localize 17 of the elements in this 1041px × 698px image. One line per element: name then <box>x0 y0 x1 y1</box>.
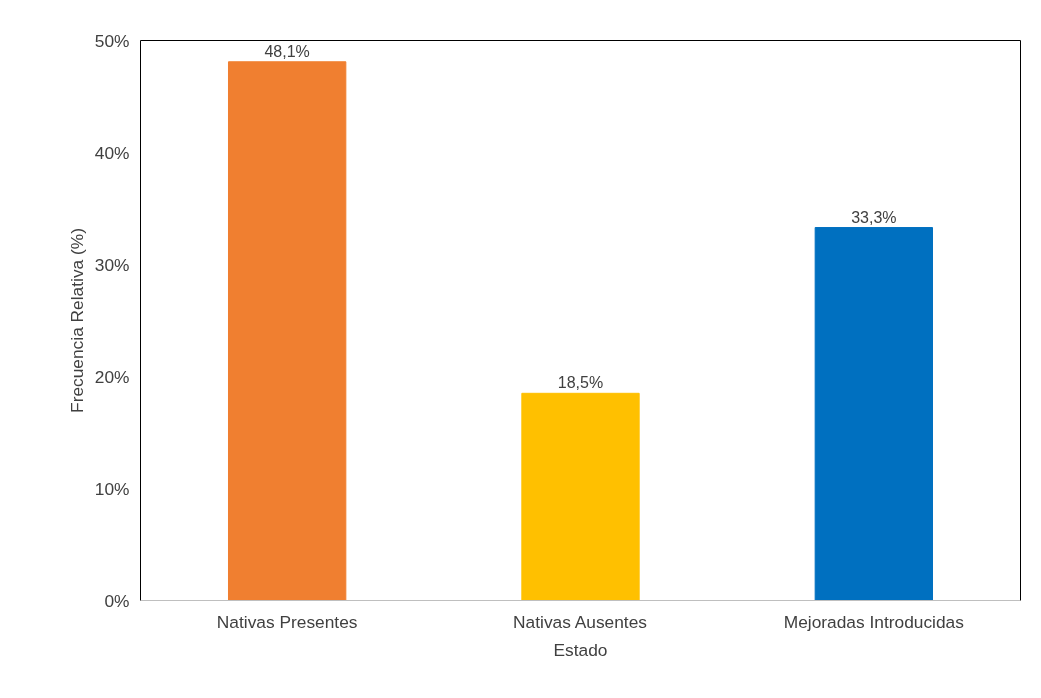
x-axis-title: Estado <box>553 639 608 660</box>
y-tick-label: 10% <box>94 478 130 499</box>
y-axis-title: Frecuencia Relativa (%) <box>66 228 87 413</box>
x-tick-label: Mejoradas Introducidas <box>783 611 965 632</box>
x-tick-label: Nativas Presentes <box>216 611 358 632</box>
y-tick-label: 20% <box>94 366 130 387</box>
data-label: 48,1% <box>264 42 310 60</box>
bar <box>228 61 347 601</box>
y-tick-label: 30% <box>94 254 130 275</box>
y-tick-label: 40% <box>94 142 130 163</box>
x-tick-label: Nativas Ausentes <box>513 611 648 632</box>
y-tick-label: 50% <box>94 30 130 51</box>
data-label: 18,5% <box>557 374 604 392</box>
bar <box>521 392 640 601</box>
bar <box>814 227 933 601</box>
y-tick-label: 0% <box>104 590 130 611</box>
data-label: 33,3% <box>851 208 897 226</box>
